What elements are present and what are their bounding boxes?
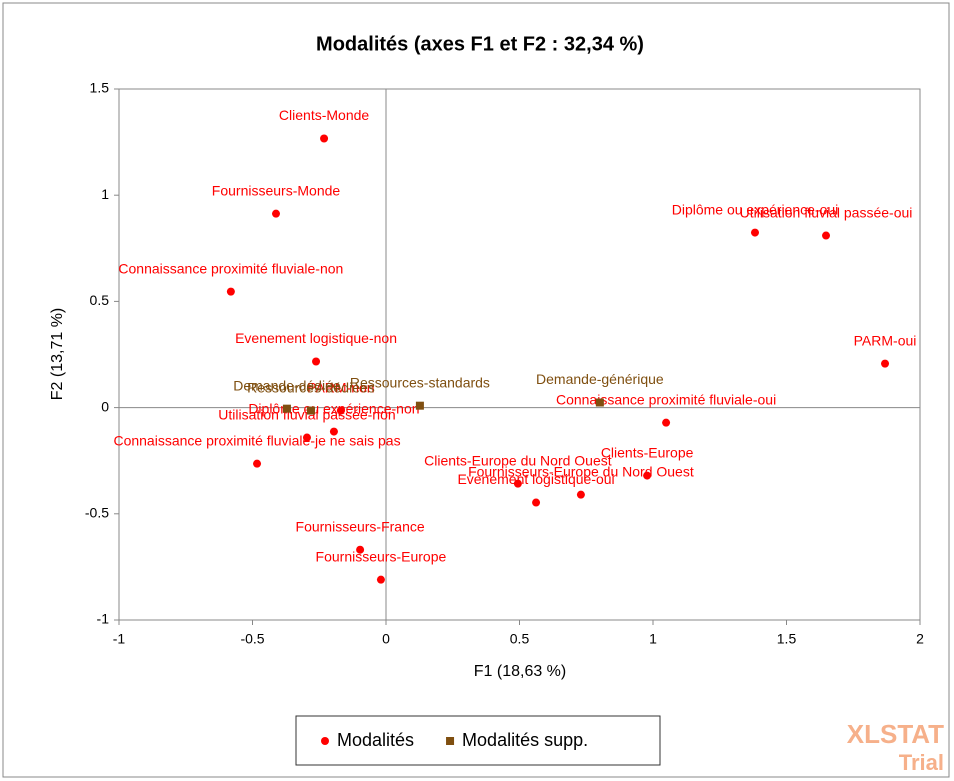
x-tick-label: 2 xyxy=(916,631,924,647)
point-label: Evenement logistique-oui xyxy=(457,471,614,487)
point xyxy=(306,406,315,415)
point-label: Utilisation fluvial passée-oui xyxy=(740,204,913,220)
point xyxy=(312,357,321,366)
point-label: Fournisseurs-France xyxy=(296,518,425,534)
point xyxy=(595,398,604,407)
point-label: Connaissance proximité fluviale-je ne sa… xyxy=(113,432,400,448)
point-label: Clients-Europe xyxy=(601,444,694,460)
point-label: Fournisseurs-Europe du Nord Ouest xyxy=(468,463,694,479)
point-label: Diplôme ou expérience-non xyxy=(248,400,419,416)
y-tick-label: 0 xyxy=(101,398,109,414)
x-tick-label: 0.5 xyxy=(510,631,530,647)
point-label: Clients-Europe du Nord Ouest xyxy=(424,452,612,468)
point xyxy=(271,209,280,218)
point-label: Connaissance proximité fluviale-non xyxy=(118,260,343,276)
y-tick-label: 1.5 xyxy=(90,80,110,96)
point xyxy=(320,134,329,143)
watermark: Trial xyxy=(899,750,944,775)
legend-box xyxy=(295,715,661,766)
point xyxy=(576,490,585,499)
point-label: Fournisseurs-Monde xyxy=(212,182,341,198)
point xyxy=(336,406,345,415)
point xyxy=(253,459,262,468)
point-label: PARM-non xyxy=(307,379,374,395)
legend-marker xyxy=(446,737,455,745)
point xyxy=(532,498,541,507)
point xyxy=(822,231,831,240)
point xyxy=(881,359,890,368)
point xyxy=(513,479,522,488)
point xyxy=(356,545,365,554)
point xyxy=(282,404,291,413)
point xyxy=(643,471,652,480)
point xyxy=(750,228,759,237)
legend-label: Modalités supp. xyxy=(462,730,588,750)
point xyxy=(662,418,671,427)
y-tick-label: -0.5 xyxy=(85,505,109,521)
point xyxy=(376,575,385,584)
watermark: XLSTAT xyxy=(847,719,944,749)
point-label: Fournisseurs-Europe xyxy=(316,548,447,564)
point-label: Diplôme ou expérience-oui xyxy=(672,201,839,217)
y-tick-label: -1 xyxy=(97,611,110,627)
x-tick-label: -1 xyxy=(113,631,126,647)
point xyxy=(226,287,235,296)
x-tick-label: -0.5 xyxy=(240,631,264,647)
y-tick-label: 0.5 xyxy=(90,292,110,308)
point-label: Evenement logistique-non xyxy=(235,330,397,346)
legend-marker xyxy=(321,737,329,745)
point-label: Ressources-standards xyxy=(350,374,490,390)
x-tick-label: 0 xyxy=(382,631,390,647)
y-tick-label: 1 xyxy=(101,186,109,202)
point xyxy=(329,427,338,436)
x-axis-label: F1 (18,63 %) xyxy=(474,663,566,680)
point-label: Clients-Monde xyxy=(279,107,369,123)
y-axis-label: F2 (13,71 %) xyxy=(49,308,66,400)
point-label: Demande-dédiée xyxy=(233,377,341,393)
point xyxy=(302,433,311,442)
point xyxy=(415,401,424,410)
point-label: Utilisation fluvial passée-non xyxy=(218,406,395,422)
x-tick-label: 1 xyxy=(649,631,657,647)
legend-label: Modalités xyxy=(337,730,414,750)
point-label: Demande-générique xyxy=(536,371,664,387)
point-label: Ressources-dédiées xyxy=(247,379,375,395)
point-label: Connaissance proximité fluviale-oui xyxy=(556,391,776,407)
x-tick-label: 1.5 xyxy=(777,631,797,647)
chart-title: Modalités (axes F1 et F2 : 32,34 %) xyxy=(316,33,644,55)
point-label: PARM-oui xyxy=(854,332,917,348)
